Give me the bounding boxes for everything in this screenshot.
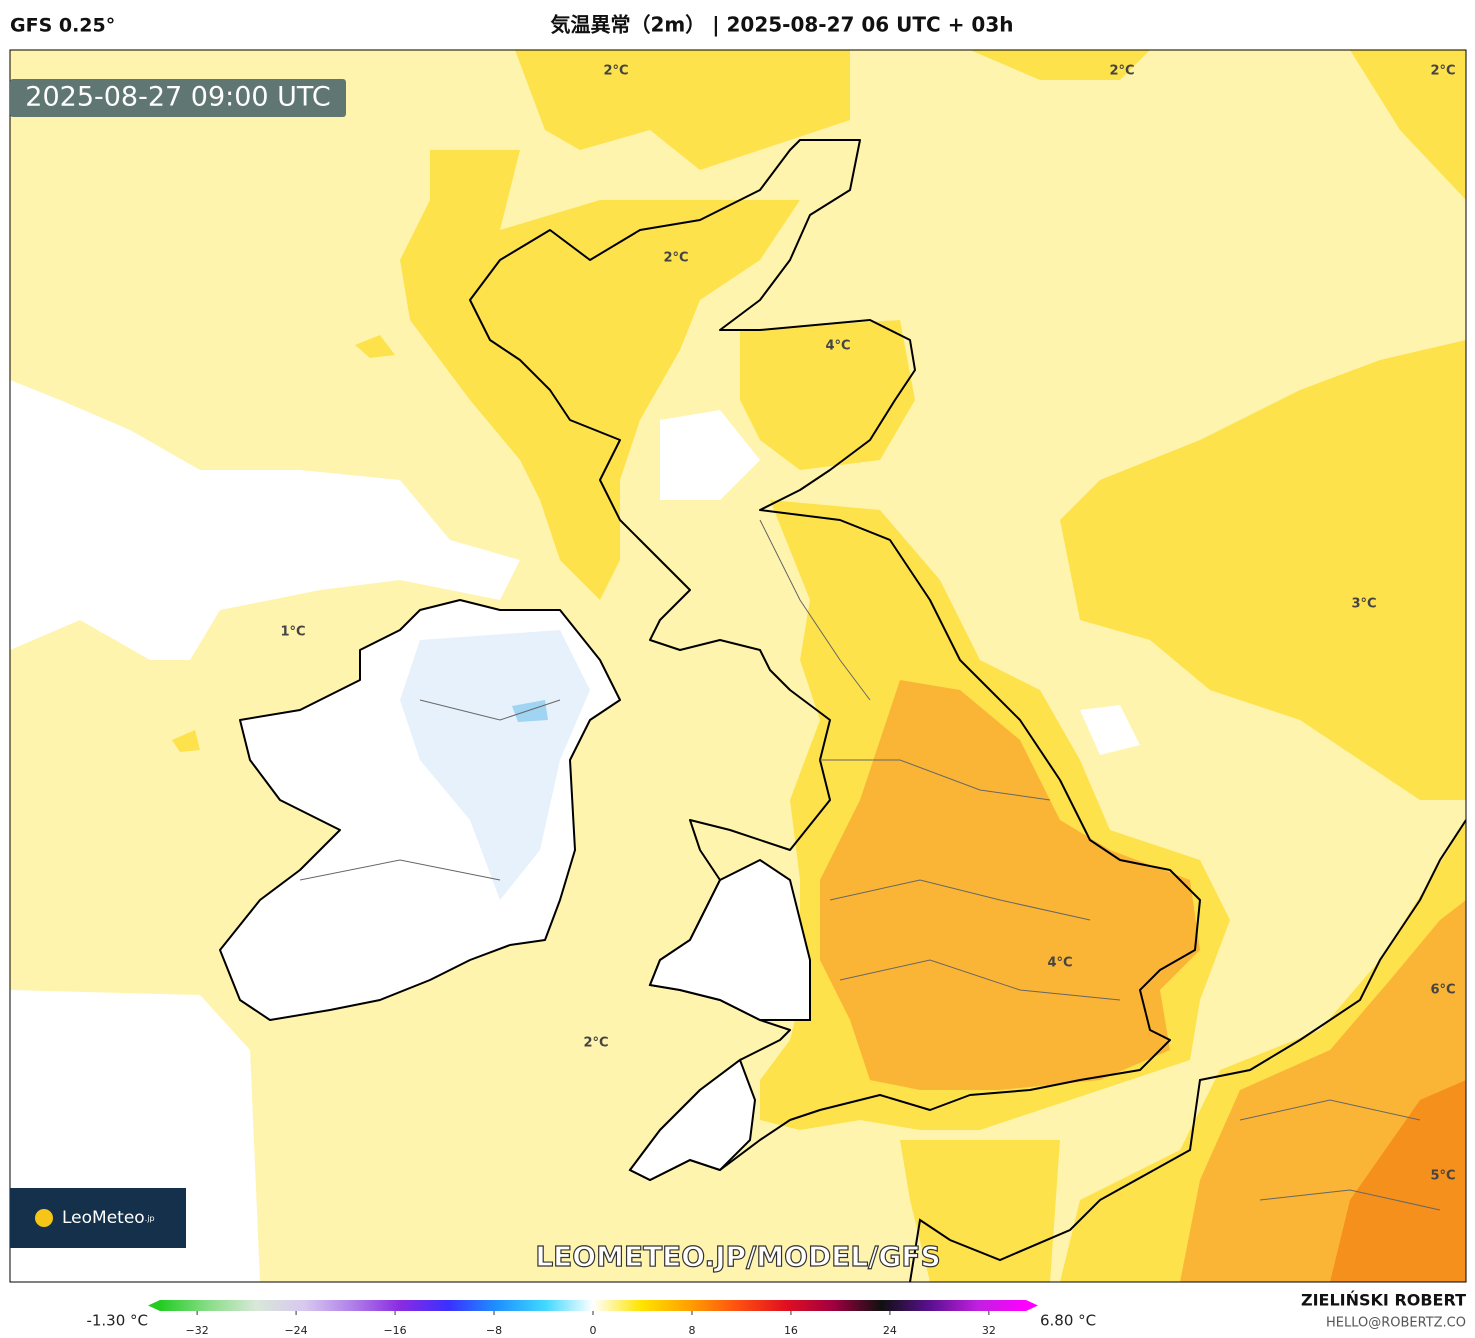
map: 2°C 2°C 2°C 2°C 4°C 1°C 3°C 2°C 4°C 6°C 5°C — [10, 50, 1466, 1282]
watermark: LEOMETEO.JP/MODEL/GFS — [535, 1240, 940, 1273]
coastline — [909, 819, 1466, 1282]
map-frame — [9, 49, 1467, 1283]
model-label: GFS 0.25° — [10, 15, 115, 37]
colorbar-tick-label: −16 — [383, 1324, 406, 1337]
valid-time: 2025-08-27 09:00 UTC — [25, 82, 330, 113]
logo-sun — [35, 1209, 53, 1227]
colorbar-arrow — [148, 1300, 160, 1311]
logo: LeoMeteo.jp — [62, 1208, 155, 1228]
valid-time-box — [10, 79, 346, 117]
anomaly-area — [820, 680, 1200, 1090]
contour-label: 6°C — [1430, 983, 1455, 998]
map-title: 気温異常（2m） | 2025-08-27 06 UTC + 03h — [551, 13, 1014, 37]
contour-label: 2°C — [603, 64, 628, 79]
admin-boundary — [299, 519, 1441, 1211]
logo-suffix: .jp — [145, 1214, 155, 1223]
contour-label: 2°C — [1109, 64, 1134, 79]
contour-label: 1°C — [280, 625, 305, 640]
colorbar-tick-label: 24 — [883, 1324, 897, 1337]
colorbar-max: 6.80 °C — [1040, 1312, 1096, 1330]
colorbar-body — [160, 1300, 1026, 1311]
contour-label: 3°C — [1351, 597, 1376, 612]
colorbar-tick-label: −24 — [284, 1324, 307, 1337]
contour-label: 2°C — [1430, 64, 1455, 79]
credit-email: HELLO@ROBERTZ.CO — [1326, 1316, 1466, 1331]
colorbar-tick-label: 32 — [982, 1324, 996, 1337]
contour-label: 2°C — [663, 251, 688, 266]
anomaly-area — [1080, 705, 1140, 755]
colorbar-arrow — [1026, 1300, 1038, 1311]
contour-label: 4°C — [1047, 956, 1072, 971]
anomaly-area — [628, 1058, 757, 1182]
colorbar-tick-label: −32 — [186, 1324, 209, 1337]
anomaly-area — [400, 630, 590, 900]
colorbar-tick-label: 0 — [590, 1324, 597, 1337]
colorbar-tick-label: 8 — [688, 1324, 695, 1337]
colorbar-tick-label: −8 — [486, 1324, 502, 1337]
anomaly-area — [1330, 1080, 1466, 1282]
colorbar-min: -1.30 °C — [86, 1312, 148, 1330]
contour-label: 4°C — [825, 339, 850, 354]
colorbar-tick-label: 16 — [784, 1324, 798, 1337]
anomaly-area — [660, 410, 760, 500]
anomaly-area — [512, 700, 548, 722]
anomaly-area — [648, 858, 811, 1021]
contour-label: 2°C — [583, 1036, 608, 1051]
anomaly-area — [10, 380, 520, 660]
logo-text: LeoMeteo — [62, 1208, 145, 1228]
credit-author: ZIELIŃSKI ROBERT — [1301, 1291, 1466, 1310]
contour-label: 5°C — [1430, 1169, 1455, 1184]
colorbar: −32 −24 −16 −8 0 8 16 24 32 — [148, 1300, 1038, 1337]
